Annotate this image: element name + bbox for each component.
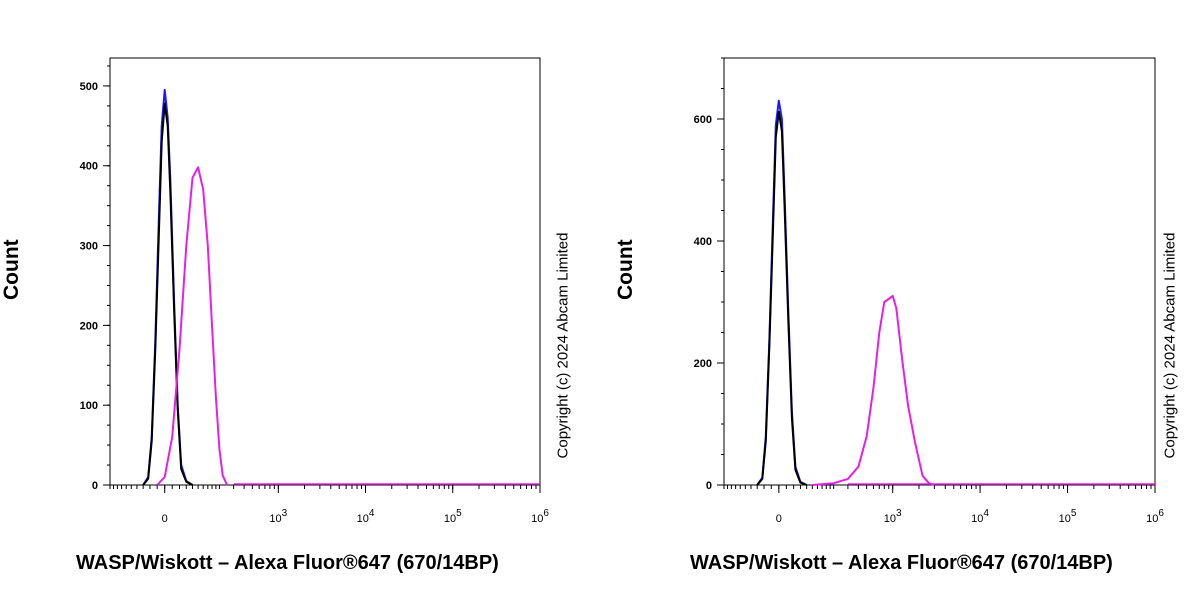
x-tick-label: 103 [884, 508, 902, 525]
x-tick-label: 103 [269, 508, 287, 525]
x-tick-label: 105 [444, 508, 462, 525]
x-axis-label: WASP/Wiskott – Alexa Fluor®647 (670/14BP… [76, 552, 499, 574]
histogram-series-1 [142, 102, 193, 486]
histogram-series-1 [756, 110, 808, 486]
x-tick-label: 105 [1059, 508, 1077, 525]
y-tick-label: 0 [92, 480, 98, 492]
histogram-panel-right: 0 200 400 600 0 103 104 105 106 Count Copyright … [600, 0, 1200, 600]
x-tick-label: 0 [776, 513, 782, 525]
x-tick-label: 106 [1146, 508, 1164, 525]
plot-frame [723, 57, 1156, 486]
x-tick-label: 0 [162, 513, 168, 525]
y-tick-label: 200 [694, 358, 712, 370]
histogram-plot-right: 0 200 400 600 0 103 104 105 106 [694, 57, 1164, 525]
y-tick-label: 400 [694, 236, 712, 248]
y-tick-label: 100 [80, 400, 98, 412]
x-tick-label: 104 [357, 508, 375, 525]
x-tick-label: 106 [531, 508, 549, 525]
histogram-panel-left: 0 100 200 300 400 500 0 103 104 105 106 Count Copy… [0, 57, 572, 574]
histogram-plot-left: 0 100 200 300 400 500 0 103 104 105 106 [80, 57, 549, 525]
y-tick-label: 300 [80, 241, 98, 253]
x-tick-label: 104 [971, 508, 989, 525]
x-axis-label: WASP/Wiskott – Alexa Fluor®647 (670/14BP… [690, 552, 1113, 574]
y-axis-label: Count [0, 239, 23, 300]
copyright-watermark: Copyright (c) 2024 Abcam Limited [554, 232, 572, 459]
copyright-watermark: Copyright (c) 2024 Abcam Limited [1161, 232, 1179, 459]
y-tick-label: 600 [694, 114, 712, 126]
plot-frame [109, 57, 541, 486]
y-tick-label: 500 [80, 81, 98, 93]
y-tick-label: 0 [706, 480, 712, 492]
y-axis-label: Count [614, 239, 637, 300]
histogram-series-2 [156, 166, 229, 486]
y-tick-label: 200 [80, 320, 98, 332]
histogram-series-2 [812, 294, 935, 486]
y-tick-label: 400 [80, 161, 98, 173]
